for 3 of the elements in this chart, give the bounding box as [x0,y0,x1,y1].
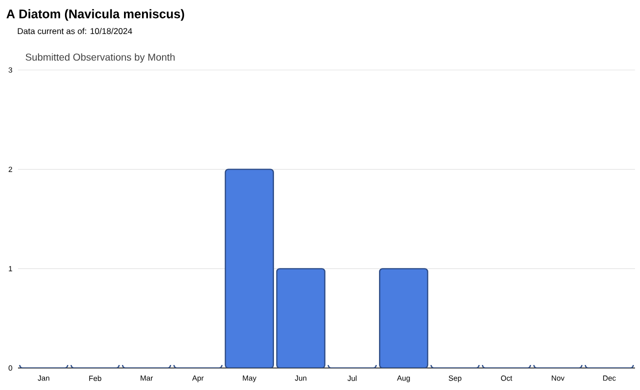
text: Submitted Observations by Month [26,53,175,63]
chart-subtitle: Data current as of: 10/18/2024 [18,28,132,34]
chart-title: A Diatom (Navicula meniscus) [6,9,184,21]
